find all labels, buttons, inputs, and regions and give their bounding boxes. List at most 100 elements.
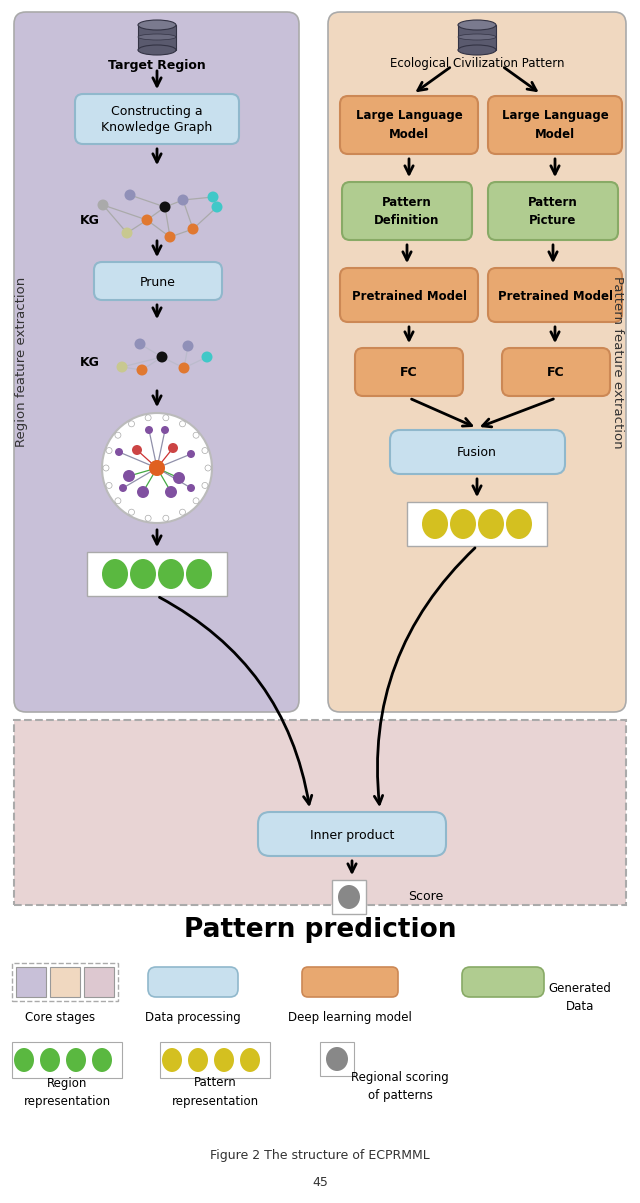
- Circle shape: [106, 448, 112, 454]
- FancyBboxPatch shape: [355, 348, 463, 396]
- Circle shape: [202, 351, 212, 362]
- Text: Pretrained Model: Pretrained Model: [497, 290, 612, 302]
- Circle shape: [187, 450, 195, 458]
- Circle shape: [179, 362, 189, 373]
- Text: KG: KG: [80, 213, 100, 226]
- Text: Target Region: Target Region: [108, 59, 206, 71]
- Text: KG: KG: [80, 356, 100, 368]
- Circle shape: [164, 231, 175, 243]
- Text: Pattern feature extraction: Pattern feature extraction: [611, 275, 625, 449]
- Circle shape: [202, 448, 208, 454]
- Ellipse shape: [186, 559, 212, 589]
- Circle shape: [188, 224, 198, 235]
- Text: Region
representation: Region representation: [24, 1077, 111, 1108]
- Ellipse shape: [14, 1048, 34, 1072]
- Ellipse shape: [188, 1048, 208, 1072]
- FancyBboxPatch shape: [342, 182, 472, 241]
- Ellipse shape: [158, 559, 184, 589]
- FancyBboxPatch shape: [94, 262, 222, 300]
- Ellipse shape: [326, 1047, 348, 1071]
- FancyBboxPatch shape: [328, 12, 626, 712]
- Text: Knowledge Graph: Knowledge Graph: [101, 122, 212, 135]
- Circle shape: [163, 415, 169, 421]
- Bar: [14, 721, 626, 905]
- Ellipse shape: [138, 34, 176, 40]
- Text: Definition: Definition: [374, 213, 440, 226]
- Circle shape: [141, 214, 152, 225]
- Circle shape: [187, 484, 195, 492]
- Text: Model: Model: [389, 128, 429, 141]
- Text: Generated
Data: Generated Data: [548, 982, 611, 1013]
- Circle shape: [116, 361, 127, 373]
- Circle shape: [134, 338, 145, 350]
- FancyBboxPatch shape: [14, 12, 299, 712]
- Circle shape: [159, 201, 170, 213]
- Ellipse shape: [214, 1048, 234, 1072]
- Circle shape: [145, 515, 151, 521]
- Circle shape: [103, 466, 109, 472]
- Ellipse shape: [162, 1048, 182, 1072]
- Circle shape: [115, 432, 121, 438]
- Bar: [458, 25, 496, 51]
- Circle shape: [161, 426, 169, 434]
- Circle shape: [102, 413, 212, 523]
- Circle shape: [177, 195, 189, 206]
- Bar: [320, 1042, 354, 1075]
- Bar: [12, 1042, 122, 1078]
- Text: Constructing a: Constructing a: [111, 106, 203, 119]
- Text: Deep learning model: Deep learning model: [288, 1012, 412, 1025]
- Bar: [138, 25, 176, 51]
- Circle shape: [193, 498, 199, 504]
- Bar: [407, 502, 547, 546]
- Bar: [84, 967, 114, 997]
- Text: Large Language: Large Language: [502, 109, 609, 123]
- Ellipse shape: [338, 885, 360, 909]
- FancyBboxPatch shape: [488, 182, 618, 241]
- Circle shape: [179, 509, 186, 515]
- Bar: [12, 962, 118, 1001]
- FancyBboxPatch shape: [148, 967, 238, 997]
- Ellipse shape: [458, 45, 496, 55]
- Circle shape: [97, 200, 109, 211]
- Text: Figure 2 The structure of ECPRMML: Figure 2 The structure of ECPRMML: [210, 1149, 430, 1162]
- Text: Pretrained Model: Pretrained Model: [351, 290, 467, 302]
- Text: Pattern: Pattern: [528, 196, 578, 208]
- Bar: [50, 967, 80, 997]
- Text: Picture: Picture: [529, 213, 577, 226]
- Circle shape: [122, 227, 132, 238]
- Text: Ecological Civilization Pattern: Ecological Civilization Pattern: [390, 58, 564, 71]
- Text: Inner product: Inner product: [310, 829, 394, 842]
- Circle shape: [115, 498, 121, 504]
- FancyBboxPatch shape: [340, 268, 478, 322]
- Circle shape: [129, 421, 134, 427]
- Ellipse shape: [40, 1048, 60, 1072]
- Ellipse shape: [422, 509, 448, 539]
- Text: Pattern prediction: Pattern prediction: [184, 917, 456, 943]
- Text: Large Language: Large Language: [356, 109, 462, 123]
- Ellipse shape: [138, 20, 176, 30]
- Circle shape: [168, 443, 178, 454]
- FancyBboxPatch shape: [488, 96, 622, 154]
- Text: Data processing: Data processing: [145, 1012, 241, 1025]
- Text: Pattern
representation: Pattern representation: [172, 1077, 259, 1108]
- Bar: [332, 881, 366, 914]
- Bar: [87, 552, 227, 595]
- Circle shape: [157, 351, 168, 362]
- Circle shape: [132, 445, 142, 455]
- Ellipse shape: [102, 559, 128, 589]
- Ellipse shape: [130, 559, 156, 589]
- Circle shape: [211, 201, 223, 213]
- Circle shape: [145, 426, 153, 434]
- Circle shape: [179, 421, 186, 427]
- Text: Regional scoring
of patterns: Regional scoring of patterns: [351, 1071, 449, 1102]
- FancyBboxPatch shape: [390, 429, 565, 474]
- FancyBboxPatch shape: [462, 967, 544, 997]
- Circle shape: [182, 340, 193, 351]
- Circle shape: [165, 486, 177, 498]
- Circle shape: [205, 466, 211, 472]
- Ellipse shape: [478, 509, 504, 539]
- Ellipse shape: [458, 20, 496, 30]
- Ellipse shape: [458, 34, 496, 40]
- Text: Model: Model: [535, 128, 575, 141]
- Bar: [160, 1042, 270, 1078]
